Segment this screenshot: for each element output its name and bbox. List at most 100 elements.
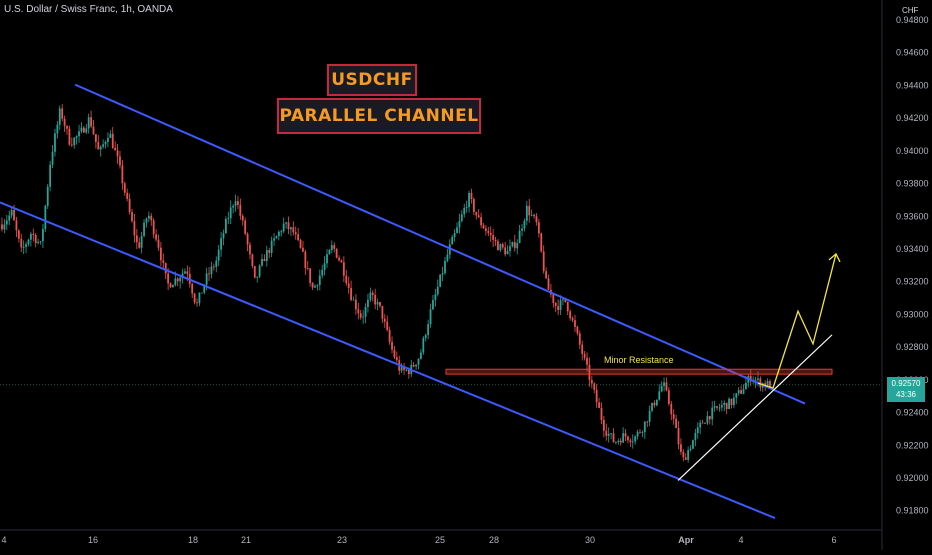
candle-body [607, 433, 610, 436]
candle-body [111, 133, 114, 148]
candle-body [309, 268, 312, 284]
candle-body [114, 147, 117, 151]
candle-body [665, 382, 668, 391]
candle-body [477, 215, 480, 218]
channel-upper-line [74, 83, 806, 405]
candle-body [475, 211, 478, 216]
candle-body [164, 262, 167, 274]
candle-body [20, 238, 23, 248]
candle-body [429, 309, 432, 325]
candle-body [643, 421, 646, 433]
candle-body [75, 136, 78, 138]
candle-body [224, 218, 227, 234]
candle-body [61, 108, 64, 119]
x-tick-label: 28 [489, 535, 499, 545]
y-tick-label: 0.92400 [896, 408, 929, 418]
candle-body [299, 239, 302, 248]
candle-body [203, 284, 206, 293]
candle-body [547, 278, 550, 290]
candle-body [94, 134, 97, 142]
candle-body [318, 275, 321, 285]
candle-body [135, 235, 138, 243]
candle-body [472, 199, 475, 212]
y-tick-label: 0.91800 [896, 506, 929, 516]
chart-title-pattern: PARALLEL CHANNEL [277, 98, 481, 134]
candle-body [80, 127, 83, 132]
candle-body [328, 250, 331, 255]
candle-body [191, 283, 194, 294]
candle-body [355, 299, 357, 310]
candle-body [489, 232, 492, 236]
candle-body [210, 266, 213, 275]
candle-body [333, 245, 336, 249]
candle-body [200, 292, 203, 294]
candle-body [292, 227, 295, 233]
candle-body [73, 137, 76, 146]
candle-body [383, 318, 386, 322]
candle-body [574, 320, 576, 327]
projection-path [757, 253, 837, 389]
candle-body [651, 402, 653, 411]
candle-body [157, 239, 160, 248]
candle-body [302, 247, 304, 252]
candle-body [511, 242, 514, 247]
candle-body [345, 275, 348, 284]
candle-body [456, 227, 458, 234]
y-tick-label: 0.93200 [896, 277, 929, 287]
candle-body [598, 402, 600, 408]
candle-body [381, 305, 384, 319]
candle-body [229, 207, 232, 219]
candle-body [600, 407, 603, 420]
candle-body [525, 205, 528, 221]
candle-body [367, 299, 369, 307]
candle-body [499, 244, 502, 251]
candle-body [268, 250, 271, 253]
y-tick-label: 0.93400 [896, 244, 929, 254]
candle-body [523, 220, 526, 229]
candle-body [559, 300, 562, 310]
candle-body [595, 389, 598, 403]
candle-body [506, 250, 509, 255]
candle-body [754, 379, 757, 381]
candle-body [749, 375, 752, 382]
candle-body [636, 431, 639, 437]
candle-body [335, 248, 338, 258]
x-tick-label: 21 [241, 535, 251, 545]
candle-body [718, 407, 721, 409]
candle-body [400, 367, 403, 371]
candle-body [186, 271, 189, 274]
candle-body [66, 125, 68, 129]
candle-body [133, 221, 136, 236]
candle-body [359, 313, 362, 318]
candle-body [34, 234, 37, 244]
candle-body [364, 306, 367, 317]
y-tick-label: 0.94600 [896, 48, 929, 58]
candle-body [405, 369, 408, 371]
candle-body [648, 410, 651, 422]
candle-body [513, 242, 516, 249]
resistance-zone [445, 368, 833, 375]
candle-body [446, 254, 449, 261]
candle-body [196, 302, 198, 304]
candle-body [403, 367, 405, 371]
candle-body [682, 451, 685, 458]
candle-body [463, 207, 466, 215]
candle-body [131, 212, 133, 222]
candle-body [516, 243, 519, 249]
candle-body [25, 244, 27, 248]
candle-body [728, 398, 730, 410]
candle-body [670, 403, 673, 415]
candle-body [107, 137, 109, 142]
candle-body [109, 133, 112, 138]
candle-body [552, 294, 555, 303]
candle-body [172, 285, 174, 288]
candle-body [711, 407, 714, 420]
candle-body [208, 273, 210, 275]
candle-body [485, 228, 487, 232]
candle-body [708, 416, 711, 420]
candle-body [769, 381, 771, 388]
candle-body [22, 247, 25, 248]
candle-body [602, 419, 605, 431]
